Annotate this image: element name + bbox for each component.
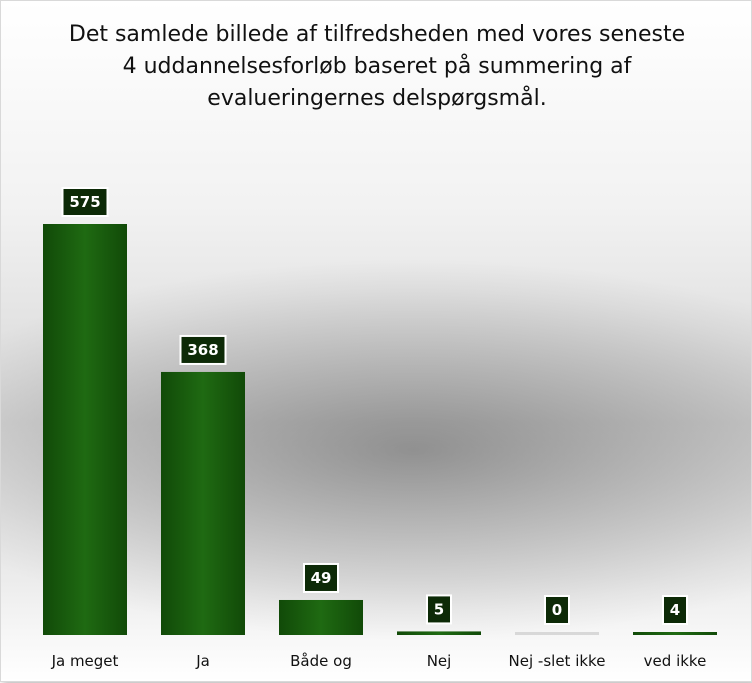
data-label-bg (179, 334, 227, 365)
data-label-text: 4 (670, 601, 680, 619)
data-label-text: 575 (69, 193, 100, 211)
bar-3 (397, 631, 481, 635)
category-label-5: ved ikke (644, 652, 707, 670)
category-label-3: Nej (427, 652, 452, 670)
data-label-text: 0 (552, 601, 562, 619)
bar-5 (633, 632, 717, 635)
data-label-bg (61, 187, 109, 217)
data-label-1: 368 (179, 334, 227, 365)
data-label-bg (544, 595, 570, 625)
chart-title: Det samlede billede af tilfredsheden med… (68, 22, 686, 111)
data-label-bg (426, 594, 452, 625)
data-label-0: 575 (61, 187, 109, 217)
category-label-1: Ja (195, 652, 210, 670)
bar-4 (515, 632, 599, 635)
data-label-text: 49 (311, 569, 332, 587)
category-label-0: Ja meget (51, 652, 119, 670)
bar-1 (161, 371, 245, 635)
category-label-4: Nej -slet ikke (509, 652, 606, 670)
bar-2 (279, 599, 363, 635)
data-label-3: 5 (426, 594, 452, 625)
data-label-2: 49 (303, 562, 339, 593)
data-label-bg (303, 562, 339, 593)
data-label-5: 4 (662, 595, 688, 625)
data-label-4: 0 (544, 595, 570, 625)
data-label-bg (662, 595, 688, 625)
data-label-text: 5 (434, 600, 444, 618)
bar-0 (43, 224, 127, 635)
data-label-text: 368 (187, 341, 218, 359)
category-label-2: Både og (290, 652, 352, 670)
